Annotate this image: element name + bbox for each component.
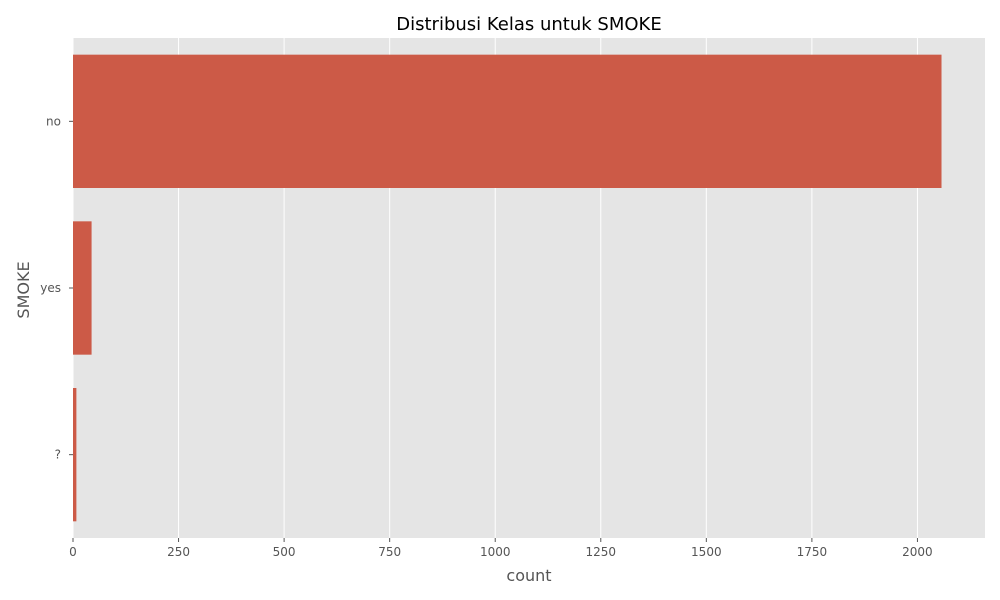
x-tick-label: 1500 [691,545,722,559]
bar-yes [73,221,92,355]
x-tick-label: 750 [378,545,401,559]
chart-title: Distribusi Kelas untuk SMOKE [396,14,661,35]
y-tick-label: ? [55,448,61,462]
x-tick-label: 250 [167,545,190,559]
bar-no [73,54,942,188]
x-tick-label: 1000 [480,545,511,559]
y-axis-label: SMOKE [14,261,33,318]
y-tick-label: no [46,114,61,128]
x-tick-label: 1750 [797,545,828,559]
x-axis-label: count [506,566,551,585]
x-ticks: 0 250 500 750 1000 1250 1500 1750 2000 [69,538,933,559]
x-tick-label: 0 [69,545,77,559]
x-tick-label: 1250 [586,545,617,559]
x-tick-label: 500 [273,545,296,559]
x-tick-label: 2000 [902,545,933,559]
y-tick-label: yes [40,281,61,295]
bars [73,54,942,522]
y-ticks: no yes? [40,114,73,462]
bar-unknown [73,388,77,522]
